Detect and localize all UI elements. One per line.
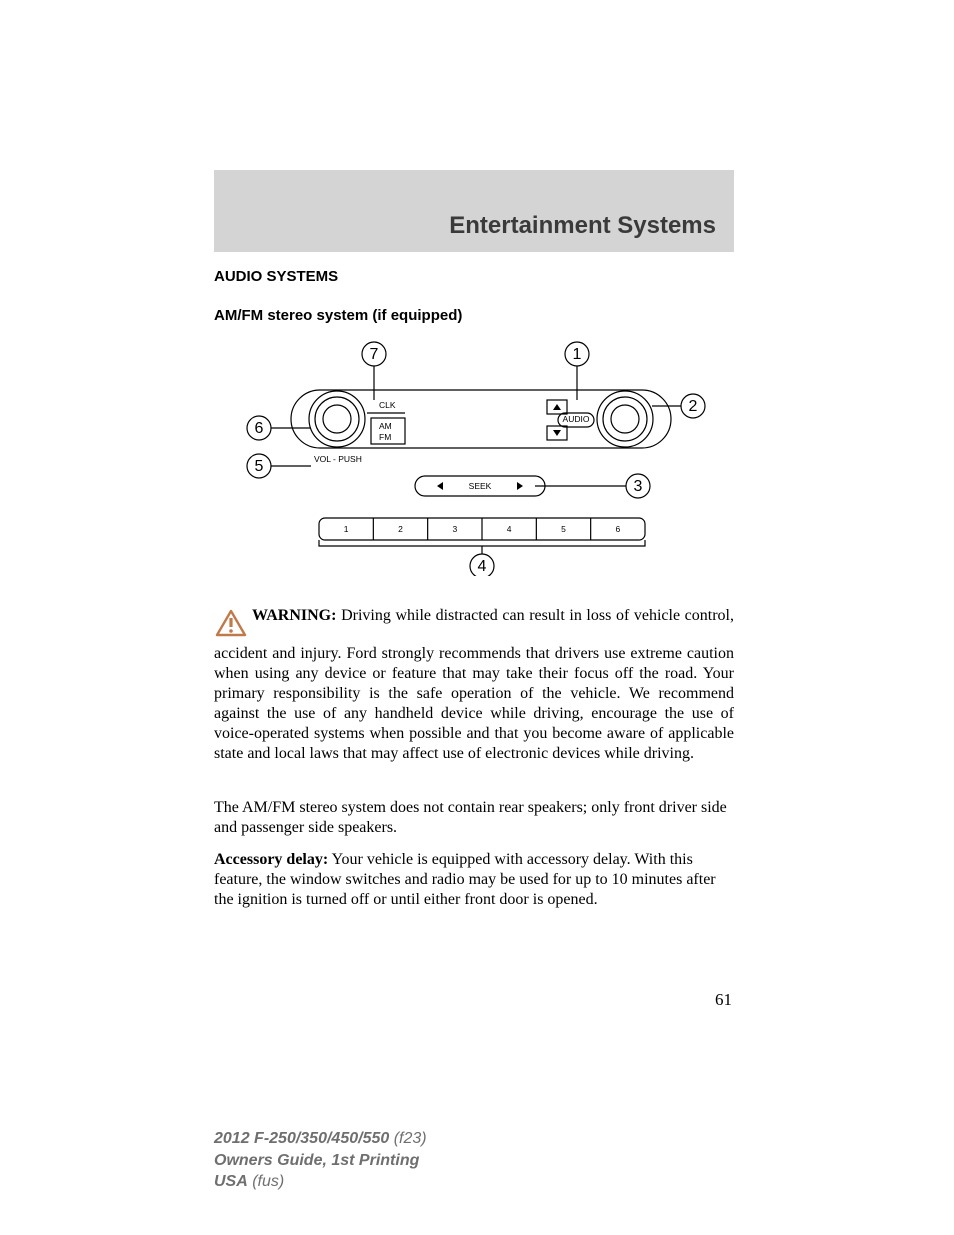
warning-text: Driving while distracted can result in l… [214, 607, 734, 762]
footer: 2012 F-250/350/450/550 (f23) Owners Guid… [214, 1128, 427, 1193]
svg-text:1: 1 [344, 524, 349, 534]
svg-text:4: 4 [507, 524, 512, 534]
svg-text:7: 7 [370, 346, 379, 363]
svg-text:6: 6 [615, 524, 620, 534]
body-paragraph-1: The AM/FM stereo system does not contain… [214, 798, 734, 838]
footer-line-1: 2012 F-250/350/450/550 (f23) [214, 1128, 427, 1150]
svg-text:AUDIO: AUDIO [563, 414, 590, 424]
svg-text:6: 6 [255, 420, 264, 437]
footer-line-2: Owners Guide, 1st Printing [214, 1150, 427, 1172]
svg-text:1: 1 [573, 346, 582, 363]
footer-region-code: (fus) [248, 1173, 284, 1190]
content-area: AUDIO SYSTEMS AM/FM stereo system (if eq… [214, 268, 734, 922]
svg-text:CLK: CLK [379, 400, 396, 410]
svg-text:FM: FM [379, 432, 391, 442]
footer-line-3: USA (fus) [214, 1171, 427, 1193]
svg-text:2: 2 [689, 398, 698, 415]
warning-label: WARNING: [252, 607, 336, 624]
svg-text:5: 5 [255, 458, 264, 475]
svg-text:VOL - PUSH: VOL - PUSH [314, 454, 362, 464]
svg-text:3: 3 [634, 478, 643, 495]
footer-vehicle: 2012 F-250/350/450/550 [214, 1130, 389, 1147]
page-number: 61 [715, 990, 732, 1010]
svg-text:3: 3 [452, 524, 457, 534]
svg-text:5: 5 [561, 524, 566, 534]
svg-text:4: 4 [478, 558, 487, 575]
accessory-delay-label: Accessory delay: [214, 851, 328, 868]
body-paragraph-2: Accessory delay: Your vehicle is equippe… [214, 850, 734, 910]
section-heading: AUDIO SYSTEMS [214, 268, 734, 285]
warning-icon [214, 608, 248, 644]
subsection-heading: AM/FM stereo system (if equipped) [214, 307, 734, 324]
page-title: Entertainment Systems [449, 212, 716, 240]
footer-code: (f23) [389, 1130, 426, 1147]
svg-text:2: 2 [398, 524, 403, 534]
radio-diagram: CLK AMFM VOL - PUSH AUDIO SEEK 1 2 3 4 5 6 1 2 3 4 5 6 7 [214, 338, 734, 576]
radio-diagram-svg: CLK AMFM VOL - PUSH AUDIO SEEK 1 2 3 4 5 6 1 2 3 4 5 6 7 [239, 338, 709, 576]
footer-region: USA [214, 1173, 248, 1190]
warning-block: WARNING: Driving while distracted can re… [214, 606, 734, 764]
header-band: Entertainment Systems [214, 170, 734, 252]
svg-text:SEEK: SEEK [469, 481, 492, 491]
svg-text:AM: AM [379, 421, 392, 431]
